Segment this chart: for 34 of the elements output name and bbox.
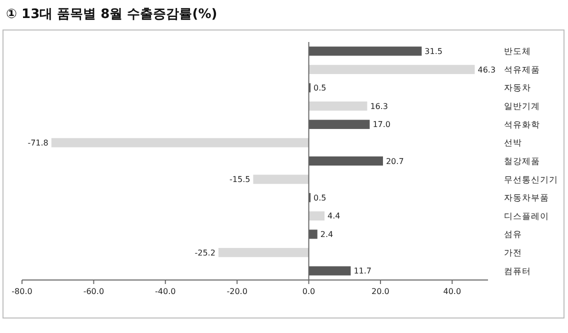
data-label: 16.3 — [370, 102, 388, 111]
data-label: 11.7 — [354, 266, 372, 276]
x-tick-label: 40.0 — [443, 287, 462, 296]
y-tick-label: 석유제품 — [504, 65, 540, 76]
y-tick-label: 디스플레이 — [504, 212, 549, 222]
y-tick-label: 컴퓨터 — [504, 266, 531, 277]
data-label: 31.5 — [424, 46, 442, 56]
data-label: -15.5 — [230, 175, 250, 184]
data-label: 4.4 — [328, 212, 340, 221]
y-tick-label: 가전 — [504, 248, 522, 259]
y-tick-label: 선박 — [504, 138, 522, 149]
x-tick-label: -40.0 — [155, 287, 176, 296]
y-tick-label: 섬유 — [504, 230, 522, 240]
y-tick-label: 반도체 — [504, 47, 531, 58]
x-tick-label: 0.0 — [302, 287, 316, 296]
y-tick-label: 자동차 — [504, 84, 531, 94]
y-tick-label: 무선통신기기 — [504, 175, 558, 186]
data-label: 0.5 — [314, 84, 326, 93]
data-label: 2.4 — [320, 230, 334, 240]
y-tick-label: 철강제품 — [504, 156, 540, 167]
x-tick-label: 20.0 — [372, 287, 390, 296]
data-label: -71.8 — [28, 138, 48, 148]
x-tick-label: -20.0 — [226, 287, 248, 296]
chart-title: ① 13대 품목별 8월 수출증감률(%) — [6, 7, 218, 22]
y-tick-label: 일반기계 — [504, 102, 540, 112]
y-tick-label: 자동차부품 — [504, 194, 549, 204]
x-tick-label: -60.0 — [83, 287, 104, 296]
data-label: 17.0 — [372, 120, 391, 130]
data-label: 46.3 — [478, 65, 496, 74]
data-label: 0.5 — [314, 193, 326, 202]
data-label: 20.7 — [386, 156, 404, 166]
x-tick-label: -80.0 — [12, 287, 32, 296]
data-label: -25.2 — [194, 248, 216, 258]
y-tick-label: 석유화학 — [504, 120, 540, 130]
